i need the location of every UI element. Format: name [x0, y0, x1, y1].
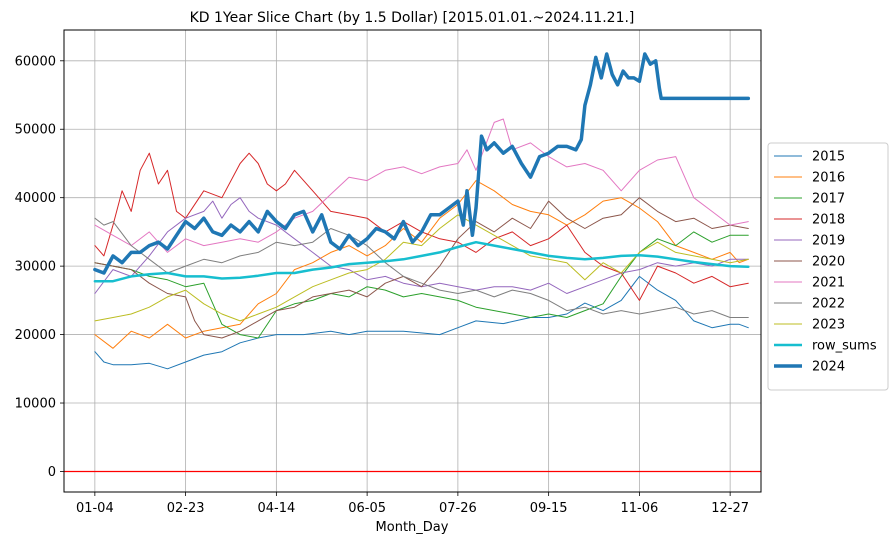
series-line-2022 — [94, 217, 749, 318]
series-line-2020 — [94, 197, 749, 339]
y-tick-label: 20000 — [15, 328, 56, 343]
legend-label: row_sums — [812, 339, 877, 354]
legend: 2015 2016 2017 2018 2019 2020 2021 2022 2023 row_… — [767, 142, 889, 391]
legend-label: 2015 — [812, 150, 845, 165]
x-tick-label: 09-15 — [530, 501, 568, 516]
y-tick-label: 50000 — [15, 123, 56, 138]
y-tick-label: 30000 — [15, 260, 56, 275]
legend-label: 2018 — [812, 213, 845, 228]
series-line-row-sums — [93, 240, 750, 283]
y-tick-label: 60000 — [15, 54, 56, 69]
x-tick-label: 04-14 — [257, 501, 295, 516]
series-line-2018 — [94, 152, 749, 301]
legend-label: 2022 — [812, 297, 845, 312]
legend-label: 2019 — [812, 234, 845, 249]
legend-label: 2024 — [812, 360, 845, 375]
legend-label: 2023 — [812, 318, 845, 333]
x-tick-label: 01-04 — [76, 501, 114, 516]
series-line-2021 — [94, 118, 749, 253]
legend-label: 2021 — [812, 276, 845, 291]
x-tick-label: 06-05 — [348, 501, 386, 516]
y-tick-label: 0 — [48, 465, 56, 480]
series-line-2023 — [94, 214, 749, 322]
series-line-2016 — [94, 180, 749, 349]
series-lines — [64, 52, 761, 473]
series-line-2024 — [93, 52, 751, 275]
grid — [64, 30, 761, 492]
axes: 0 10000 20000 30000 40000 50000 60000 01-04 02-2… — [15, 54, 749, 516]
x-tick-label: 02-23 — [167, 501, 205, 516]
y-tick-label: 40000 — [15, 191, 56, 206]
x-tick-label: 11-06 — [620, 501, 658, 516]
legend-label: 2017 — [812, 192, 845, 207]
x-tick-label: 12-27 — [711, 501, 749, 516]
plot-frame — [63, 29, 762, 493]
chart-title: KD 1Year Slice Chart (by 1.5 Dollar) [20… — [190, 10, 635, 26]
legend-box — [767, 142, 889, 391]
legend-label: 2016 — [812, 171, 845, 186]
series-line-2015 — [94, 275, 749, 370]
legend-label: 2020 — [812, 255, 845, 270]
x-tick-label: 07-26 — [439, 501, 477, 516]
x-axis-label: Month_Day — [376, 520, 449, 535]
y-tick-label: 10000 — [15, 397, 56, 412]
